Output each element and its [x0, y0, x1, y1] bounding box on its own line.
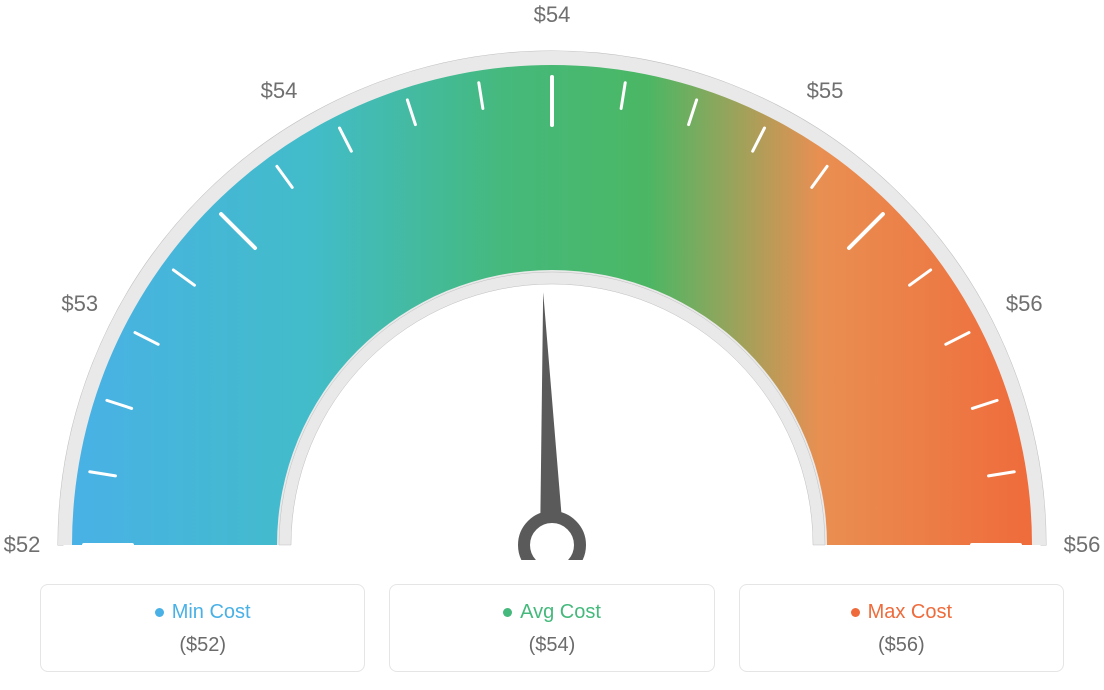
- legend-value-avg: ($54): [400, 634, 703, 657]
- legend-label-max: Max Cost: [868, 601, 952, 624]
- legend-card-min: Min Cost ($52): [40, 584, 365, 672]
- legend-title-avg: Avg Cost: [503, 601, 601, 624]
- legend-card-avg: Avg Cost ($54): [389, 584, 714, 672]
- legend-card-max: Max Cost ($56): [739, 584, 1064, 672]
- gauge-tick-label: $54: [534, 2, 571, 28]
- gauge-tick-label: $54: [261, 78, 298, 104]
- legend-label-avg: Avg Cost: [520, 601, 601, 624]
- gauge-chart: $52 $53 $54 $54 $55 $56 $56: [0, 0, 1104, 560]
- gauge-tick-label: $56: [1006, 291, 1043, 317]
- legend-dot-max: [851, 608, 860, 617]
- legend-value-min: ($52): [51, 634, 354, 657]
- legend-dot-min: [155, 608, 164, 617]
- gauge-tick-label: $53: [61, 291, 98, 317]
- legend-title-max: Max Cost: [851, 601, 952, 624]
- legend-row: Min Cost ($52) Avg Cost ($54) Max Cost (…: [40, 584, 1064, 672]
- gauge-tick-label: $55: [807, 78, 844, 104]
- legend-title-min: Min Cost: [155, 601, 251, 624]
- legend-dot-avg: [503, 608, 512, 617]
- legend-value-max: ($56): [750, 634, 1053, 657]
- gauge-tick-label: $56: [1064, 532, 1101, 558]
- gauge-svg: [0, 0, 1104, 560]
- gauge-tick-label: $52: [4, 532, 41, 558]
- legend-label-min: Min Cost: [172, 601, 251, 624]
